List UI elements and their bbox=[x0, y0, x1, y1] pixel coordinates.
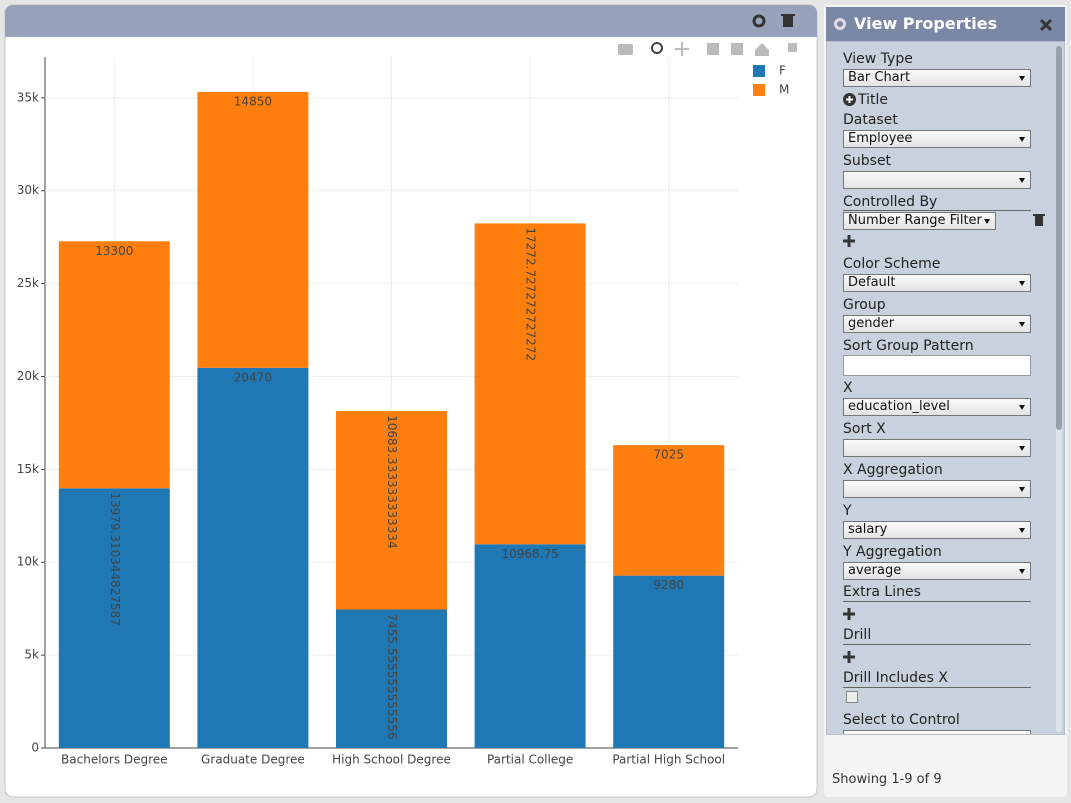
select[interactable]: salary bbox=[843, 521, 1031, 539]
field-label: Controlled By bbox=[843, 194, 938, 210]
field-label: Sort X bbox=[843, 421, 886, 437]
field-label: Select to Control bbox=[843, 712, 960, 728]
x-tick-label: Partial College bbox=[487, 753, 573, 767]
value-label: 7455.555555555556 bbox=[385, 614, 399, 740]
select[interactable]: Employee bbox=[843, 130, 1031, 148]
field-label: Sort Group Pattern bbox=[843, 338, 974, 354]
divider bbox=[843, 601, 1031, 602]
field-label: X bbox=[843, 380, 853, 396]
gear-icon bbox=[834, 18, 846, 30]
scroll-thumb[interactable] bbox=[1056, 46, 1062, 430]
legend-label: F bbox=[779, 64, 786, 78]
value-label: 13979.310344827587 bbox=[108, 492, 122, 626]
value-label: 7025 bbox=[653, 448, 684, 462]
legend-swatch bbox=[753, 84, 765, 96]
x-tick-label: Graduate Degree bbox=[201, 753, 305, 767]
footer-text: Showing 1-9 of 9 bbox=[832, 772, 942, 787]
home-icon[interactable] bbox=[755, 43, 769, 56]
y-tick-label: 20k bbox=[17, 369, 39, 383]
panel-body: View Type Bar Chart Title Dataset Employ… bbox=[826, 41, 1065, 735]
value-label: 17272.727272727272 bbox=[524, 227, 538, 361]
toolbar bbox=[618, 42, 797, 56]
chart: 0 5k 10k 15k 20k 25k 30k 35k Bachelors Degree Gra… bbox=[4, 4, 818, 798]
field-label: Y bbox=[843, 503, 852, 519]
value-label: 20470 bbox=[234, 370, 272, 384]
x-tick-label: High School Degree bbox=[332, 753, 451, 767]
bar bbox=[336, 609, 447, 748]
spike-icon[interactable] bbox=[788, 43, 797, 52]
value-label: 13300 bbox=[95, 244, 133, 258]
scrollbar[interactable] bbox=[1056, 46, 1062, 732]
field-label: Dataset bbox=[843, 112, 898, 128]
y-tick-label: 30k bbox=[17, 183, 39, 197]
pan-icon[interactable] bbox=[675, 42, 689, 56]
y-tick-label: 15k bbox=[17, 462, 39, 476]
field-label: View Type bbox=[843, 51, 913, 67]
select[interactable]: Bar Chart bbox=[843, 69, 1031, 87]
select[interactable] bbox=[843, 171, 1031, 189]
legend-swatch bbox=[753, 65, 765, 77]
select[interactable] bbox=[843, 439, 1031, 457]
zoom-icon[interactable] bbox=[651, 42, 663, 54]
field-label: Color Scheme bbox=[843, 256, 941, 272]
select[interactable]: Number Range Filter bbox=[843, 212, 996, 230]
zoom-out-icon[interactable] bbox=[731, 43, 743, 55]
bar bbox=[336, 411, 447, 610]
y-tick-label: 25k bbox=[17, 276, 39, 290]
bar bbox=[197, 367, 309, 748]
legend-label: M bbox=[779, 83, 789, 97]
field-label: Extra Lines bbox=[843, 584, 921, 600]
field-label: Drill bbox=[843, 627, 872, 643]
select[interactable]: average bbox=[843, 562, 1031, 580]
camera-icon[interactable] bbox=[618, 44, 633, 55]
select[interactable]: Default bbox=[843, 274, 1031, 292]
add-icon[interactable] bbox=[843, 651, 855, 663]
value-label: 10968.75 bbox=[501, 547, 558, 561]
add-icon[interactable] bbox=[843, 93, 856, 106]
close-icon[interactable] bbox=[1039, 18, 1053, 32]
text-input[interactable] bbox=[843, 355, 1031, 376]
panel-header: View Properties bbox=[826, 7, 1065, 41]
panel-title: View Properties bbox=[854, 14, 998, 33]
bar bbox=[474, 544, 586, 748]
divider bbox=[843, 210, 1031, 211]
y-tick-label: 35k bbox=[17, 90, 39, 104]
x-tick-label: Partial High School bbox=[612, 753, 725, 767]
x-tick-label: Bachelors Degree bbox=[61, 753, 168, 767]
field-label: Group bbox=[843, 297, 886, 313]
field-label: Subset bbox=[843, 153, 892, 169]
value-label: 10683.333333333334 bbox=[385, 415, 399, 549]
y-tick-label: 0 bbox=[31, 741, 39, 755]
value-label: 9280 bbox=[653, 578, 684, 592]
bar bbox=[613, 445, 725, 576]
field-label: X Aggregation bbox=[843, 462, 943, 478]
bar bbox=[613, 575, 725, 748]
field-label[interactable]: Title bbox=[858, 92, 889, 108]
divider bbox=[843, 687, 1031, 688]
y-tick-label: 10k bbox=[17, 555, 39, 569]
select[interactable] bbox=[843, 480, 1031, 498]
delete-icon[interactable] bbox=[781, 14, 795, 27]
settings-icon[interactable] bbox=[752, 14, 766, 28]
select[interactable]: education_level bbox=[843, 398, 1031, 416]
divider bbox=[843, 644, 1031, 645]
checkbox[interactable] bbox=[846, 691, 858, 703]
delete-icon[interactable] bbox=[1033, 213, 1045, 227]
zoom-in-icon[interactable] bbox=[707, 43, 719, 55]
y-tick-label: 5k bbox=[24, 648, 39, 662]
add-icon[interactable] bbox=[843, 608, 855, 620]
bar bbox=[474, 223, 586, 545]
field-label: Drill Includes X bbox=[843, 670, 948, 686]
bar bbox=[197, 91, 309, 368]
select[interactable] bbox=[843, 730, 1031, 734]
add-icon[interactable] bbox=[843, 235, 855, 247]
bar bbox=[58, 241, 170, 489]
bar bbox=[58, 488, 170, 748]
value-label: 14850 bbox=[234, 94, 272, 108]
field-label: Y Aggregation bbox=[843, 544, 942, 560]
card-header bbox=[5, 5, 817, 37]
view-properties-panel: View Properties View Type Bar Chart Titl… bbox=[824, 5, 1067, 797]
select[interactable]: gender bbox=[843, 315, 1031, 333]
